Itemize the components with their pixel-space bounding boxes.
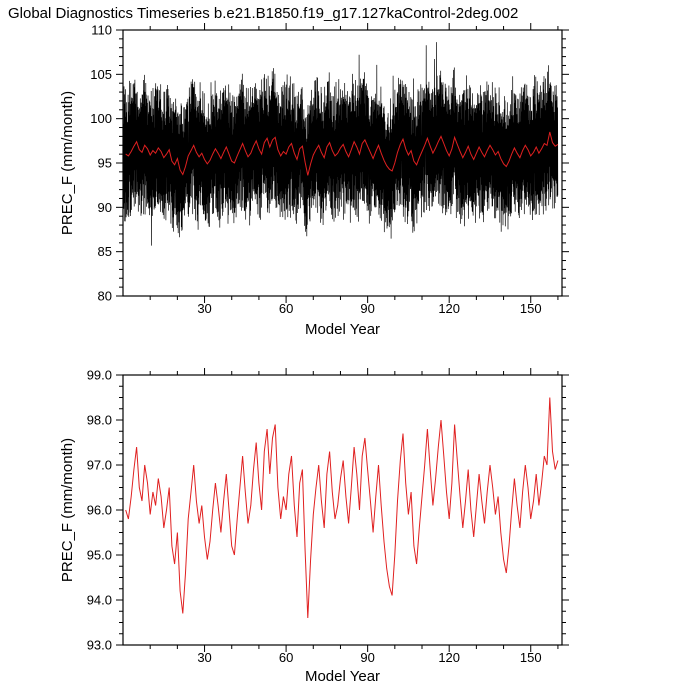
y-tick-label: 80 <box>98 289 112 304</box>
bottom-panel: 30 60 90 120 150 93.0 94.0 95.0 96.0 97.0 98.0 99.0… <box>59 368 569 685</box>
x-tick-label: 90 <box>360 650 374 665</box>
y-tick-label: 90 <box>98 200 112 215</box>
x-tick-label: 30 <box>197 301 211 316</box>
top-monthly-prec-line <box>122 42 559 246</box>
x-tick-label: 30 <box>197 650 211 665</box>
y-tick-label: 95 <box>98 156 112 171</box>
y-tick-label: 94.0 <box>87 593 112 608</box>
x-tick-label: 90 <box>360 301 374 316</box>
y-tick-label: 85 <box>98 244 112 259</box>
y-tick-label: 100 <box>90 111 112 126</box>
y-tick-label: 93.0 <box>87 638 112 653</box>
top-panel: 30 60 90 120 150 80 85 90 95 100 105 110 Model Year P… <box>59 23 569 338</box>
y-tick-label: 98.0 <box>87 413 112 428</box>
x-tick-label: 60 <box>279 301 293 316</box>
x-tick-label: 150 <box>520 650 542 665</box>
page-title: Global Diagnostics Timeseries b.e21.B185… <box>8 5 519 22</box>
y-axis-title: PREC_F (mm/month) <box>59 91 76 235</box>
y-tick-label: 96.0 <box>87 503 112 518</box>
y-tick-label: 110 <box>91 23 112 38</box>
top-annual-mean-prec-line <box>125 131 559 176</box>
y-tick-label: 105 <box>90 67 112 82</box>
y-tick-label: 97.0 <box>87 458 112 473</box>
y-tick-label: 99.0 <box>87 368 112 383</box>
x-tick-label: 150 <box>520 301 542 316</box>
x-axis-title: Model Year <box>305 668 380 685</box>
x-tick-label: 60 <box>279 650 293 665</box>
bottom-annual-mean-prec-line <box>125 397 559 619</box>
x-tick-label: 120 <box>438 301 460 316</box>
x-axis-title: Model Year <box>305 321 380 338</box>
x-tick-label: 120 <box>438 650 460 665</box>
y-axis-title: PREC_F (mm/month) <box>59 438 76 582</box>
y-tick-label: 95.0 <box>87 548 112 563</box>
